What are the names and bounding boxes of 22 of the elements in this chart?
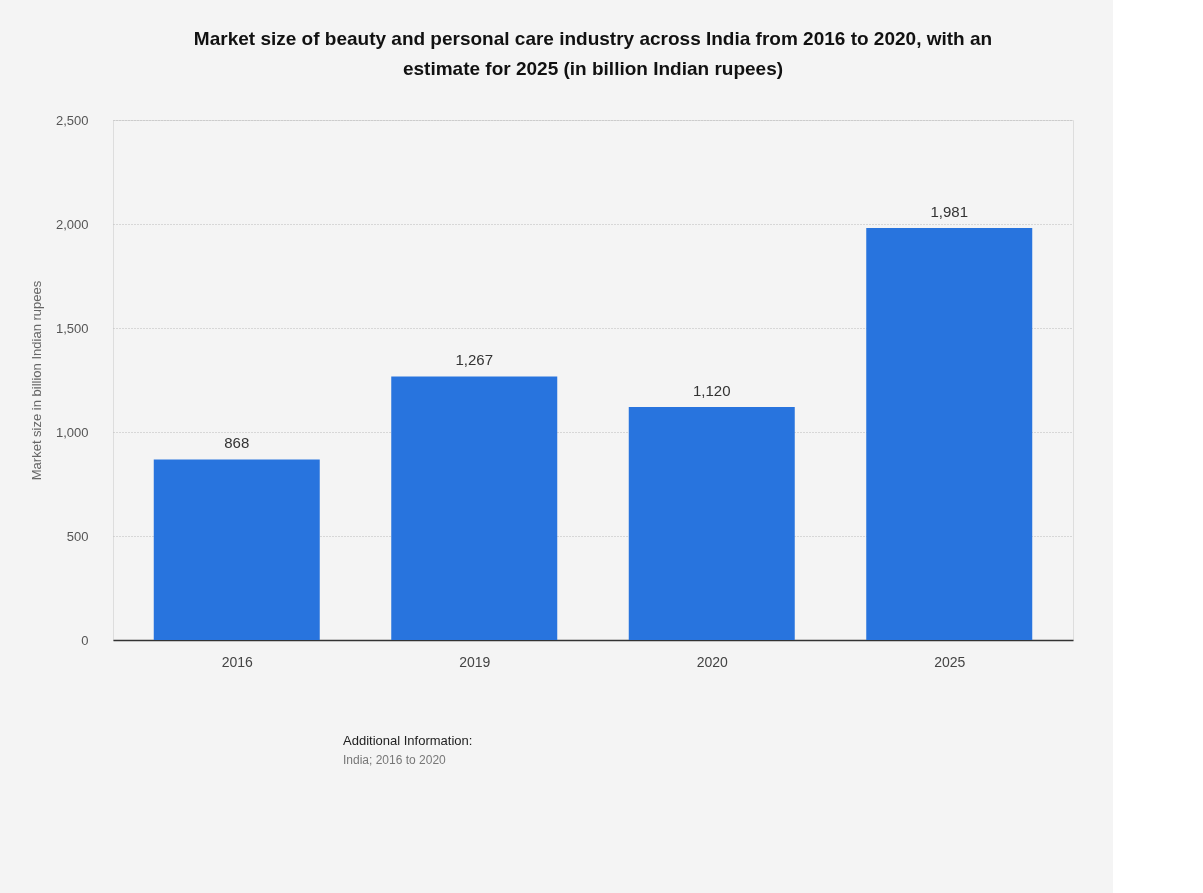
data-label: 1,267 bbox=[455, 351, 494, 369]
y-tick-label: 500 bbox=[66, 528, 89, 544]
data-label: 1,981 bbox=[930, 202, 969, 220]
y-tick-label: 2,500 bbox=[55, 112, 89, 128]
x-tick-label: 2020 bbox=[696, 653, 729, 670]
x-tick-label: 2019 bbox=[459, 653, 491, 670]
y-tick-label: 1,500 bbox=[55, 320, 89, 336]
y-tick-label: 2,000 bbox=[55, 216, 89, 232]
y-tick-label: 1,000 bbox=[55, 424, 89, 440]
text: Additional Information: bbox=[343, 733, 473, 748]
data-label: 1,120 bbox=[692, 382, 731, 400]
bar bbox=[153, 459, 320, 640]
y-tick-label: 0 bbox=[81, 632, 89, 648]
x-tick-label: 2016 bbox=[221, 653, 254, 670]
data-label: 868 bbox=[224, 434, 250, 452]
chart-title: Market size of beauty and personal care industry across India from 2016 to 2020, with an estimate for 2025 (in billion Indian rupees) bbox=[193, 28, 993, 79]
y-axis-title: Market size in billion Indian rupees bbox=[28, 280, 44, 481]
bar bbox=[628, 407, 795, 640]
bar bbox=[391, 376, 558, 640]
x-tick-label: 2025 bbox=[934, 653, 966, 670]
text: India; 2016 to 2020 bbox=[343, 753, 447, 767]
bar bbox=[866, 227, 1033, 640]
